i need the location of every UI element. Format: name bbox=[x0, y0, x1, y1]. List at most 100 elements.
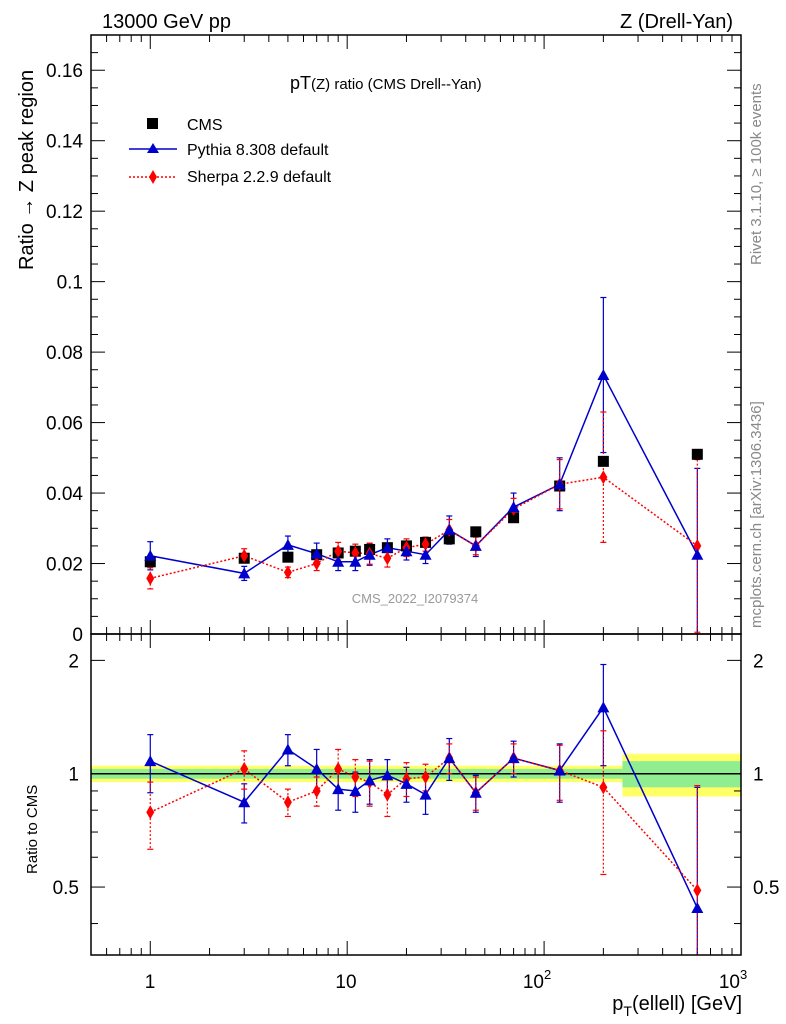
ratio-pythia-data-point bbox=[691, 901, 704, 913]
pythia-data-point bbox=[281, 538, 294, 550]
ratio-pythia-data-point bbox=[443, 752, 456, 764]
pythia-data-point bbox=[332, 555, 345, 567]
main-y-tick-label: 0.06 bbox=[46, 414, 83, 435]
legend-sherpa-marker bbox=[149, 170, 157, 184]
legend-sherpa-label: Sherpa 2.2.9 default bbox=[187, 169, 332, 186]
pythia-data-point bbox=[507, 501, 520, 513]
pythia-data-point bbox=[349, 555, 362, 567]
pythia-data-point bbox=[381, 541, 394, 553]
pythia-data-point bbox=[363, 548, 376, 560]
ratio-y-tick-label-right: 2 bbox=[753, 651, 764, 672]
ratio-series bbox=[144, 663, 704, 955]
legend-cms-marker bbox=[147, 118, 158, 129]
cms-data-point bbox=[597, 455, 609, 467]
ratio-sherpa-data-point bbox=[693, 883, 702, 898]
main-y-tick-label: 0 bbox=[72, 625, 83, 646]
pythia-data-point bbox=[597, 369, 610, 381]
main-axis-ticks: 0 0.02 0.04 0.06 0.08 0.1 0.12 0.14 0.16 bbox=[46, 34, 741, 646]
main-y-tick-label: 0.04 bbox=[46, 484, 83, 505]
cms-data-point bbox=[470, 526, 482, 538]
ratio-pythia-data-point bbox=[144, 755, 157, 767]
ratio-plot-frame bbox=[90, 633, 742, 956]
mcplots-label: mcplots.cern.ch [arXiv:1306.3436] bbox=[748, 401, 765, 628]
title-rest: ratio (CMS Drell--Yan) bbox=[330, 76, 481, 93]
ratio-y-tick-label: 2 bbox=[68, 651, 79, 672]
ratio-sherpa-data-point bbox=[383, 787, 392, 802]
ratio-pythia-data-point bbox=[381, 769, 394, 781]
ratio-sherpa-data-point bbox=[240, 761, 249, 776]
pythia-data-point bbox=[419, 548, 432, 560]
main-pythia-line bbox=[150, 373, 698, 575]
ratio-sherpa-data-point bbox=[351, 770, 360, 785]
x-axis-label-p: p bbox=[612, 993, 623, 1015]
cms-data-point bbox=[508, 512, 520, 524]
ratio-pythia-data-point bbox=[310, 762, 323, 774]
ratio-pythia-data-point bbox=[332, 783, 345, 795]
main-y-tick-label: 0.1 bbox=[57, 273, 83, 294]
ratio-sherpa-data-point bbox=[283, 795, 292, 810]
ratio-sherpa-data-point bbox=[421, 770, 430, 785]
x-tick-label-1000-exp: 3 bbox=[740, 967, 747, 982]
cms-data-point bbox=[443, 533, 455, 545]
sherpa-data-point bbox=[146, 571, 155, 586]
ratio-y-tick-label-right: 1 bbox=[753, 765, 764, 786]
main-y-tick-label: 0.12 bbox=[46, 202, 83, 223]
sherpa-data-point bbox=[240, 548, 249, 563]
ratio-pythia-data-point bbox=[238, 796, 251, 808]
rivet-label: Rivet 3.1.10, ≥ 100k events bbox=[748, 83, 765, 265]
cms-data-point bbox=[144, 556, 156, 568]
header-right: Z (Drell-Yan) bbox=[620, 11, 733, 33]
ratio-sherpa-data-point bbox=[146, 805, 155, 820]
title-main: pT bbox=[290, 73, 311, 93]
legend: CMS Pythia 8.308 default Sherpa 2.2.9 de… bbox=[129, 117, 332, 186]
ratio-pythia-data-point bbox=[553, 764, 566, 776]
main-y-tick-label: 0.14 bbox=[46, 132, 83, 153]
x-axis-label-rest: (ellell) [GeV] bbox=[632, 993, 742, 1015]
ratio-sherpa-data-point bbox=[599, 780, 608, 795]
main-y-tick-label: 0.16 bbox=[46, 61, 83, 82]
x-axis-label: pT(ellell) [GeV] bbox=[612, 993, 742, 1019]
pythia-data-point bbox=[144, 549, 157, 561]
title-paren: (Z) bbox=[311, 76, 330, 93]
x-axis-label-sub: T bbox=[623, 1003, 632, 1019]
sherpa-data-point bbox=[383, 551, 392, 566]
ratio-pythia-data-point bbox=[349, 784, 362, 796]
ratio-pythia-data-point bbox=[363, 774, 376, 786]
ratio-pythia-data-point bbox=[507, 752, 520, 764]
ratio-y-axis-label: Ratio to CMS bbox=[24, 785, 41, 874]
x-tick-label-1000-base: 10 bbox=[719, 972, 740, 993]
legend-cms-label: CMS bbox=[187, 117, 223, 134]
ratio-y-tick-label-right: 0.5 bbox=[753, 878, 779, 899]
ratio-axis-ticks: 0.5 0.5 1 1 2 2 bbox=[53, 634, 779, 955]
main-y-axis-label: Ratio → Z peak region bbox=[16, 70, 38, 270]
pythia-data-point bbox=[691, 548, 704, 560]
legend-pythia-marker bbox=[147, 143, 159, 153]
ratio-pythia-data-point bbox=[400, 777, 413, 789]
chart-title: pT(Z) ratio (CMS Drell--Yan) bbox=[290, 73, 482, 93]
sherpa-data-point bbox=[283, 565, 292, 580]
main-y-tick-label: 0.08 bbox=[46, 343, 83, 364]
ratio-pythia-data-point bbox=[597, 701, 610, 713]
x-tick-label-1000: 103 bbox=[719, 967, 747, 993]
ratio-pythia-data-point bbox=[469, 786, 482, 798]
pythia-data-point bbox=[443, 524, 456, 536]
ratio-pythia-data-point bbox=[419, 788, 432, 800]
x-tick-label-100: 102 bbox=[523, 967, 551, 993]
ratio-y-tick-label: 1 bbox=[68, 765, 79, 786]
ratio-y-tick-label: 0.5 bbox=[53, 878, 79, 899]
main-series bbox=[144, 296, 704, 634]
legend-pythia-label: Pythia 8.308 default bbox=[187, 142, 329, 159]
cms-data-point bbox=[282, 551, 294, 563]
sherpa-data-point bbox=[334, 544, 343, 559]
pythia-data-point bbox=[553, 478, 566, 490]
watermark: CMS_2022_I2079374 bbox=[352, 591, 479, 606]
ratio-sherpa-data-point bbox=[334, 761, 343, 776]
sherpa-data-point bbox=[599, 470, 608, 485]
x-tick-label-100-exp: 2 bbox=[544, 967, 551, 982]
header-left: 13000 GeV pp bbox=[102, 11, 231, 33]
pythia-data-point bbox=[238, 567, 251, 579]
x-tick-label-100-base: 10 bbox=[523, 972, 544, 993]
sherpa-data-point bbox=[421, 537, 430, 552]
ratio-pythia-data-point bbox=[281, 743, 294, 755]
ratio-sherpa-line bbox=[149, 757, 698, 891]
